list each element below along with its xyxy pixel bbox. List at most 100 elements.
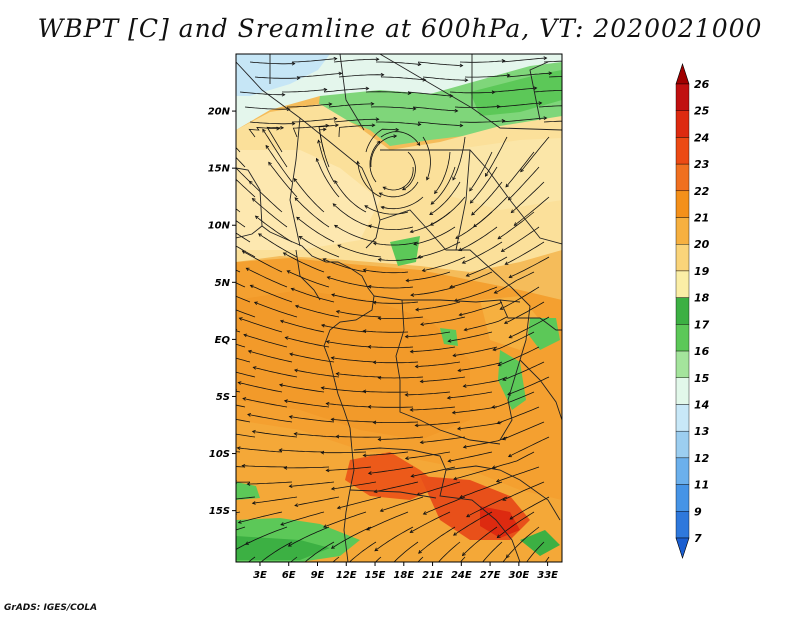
- streamline: [496, 102, 542, 108]
- streamline-arrow: [500, 248, 505, 252]
- streamline-arrow: [242, 397, 247, 401]
- streamline-arrow: [362, 268, 367, 273]
- streamline: [533, 90, 562, 93]
- streamline: [464, 74, 510, 78]
- streamline: [526, 541, 545, 562]
- streamline: [368, 346, 414, 348]
- streamline: [287, 270, 330, 288]
- streamline-arrow: [496, 104, 501, 109]
- colorbar-segment: [675, 137, 690, 165]
- streamline-arrow: [317, 139, 321, 144]
- streamline: [236, 282, 246, 288]
- streamline-arrow: [493, 290, 498, 294]
- streamline-arrow: [337, 244, 342, 248]
- streamline-arrow: [293, 177, 298, 182]
- streamline-arrow: [231, 143, 234, 146]
- streamline-arrow: [323, 524, 328, 528]
- streamline-arrow: [332, 203, 337, 207]
- streamline: [457, 421, 503, 430]
- streamline: [333, 58, 379, 63]
- streamline-arrow: [278, 448, 283, 453]
- streamline-arrow: [236, 432, 237, 433]
- streamline-arrow: [289, 352, 294, 357]
- streamline: [501, 117, 547, 123]
- streamline: [459, 481, 503, 498]
- streamline-arrow: [404, 392, 409, 397]
- colorbar-label: 15: [694, 372, 710, 385]
- streamline: [260, 541, 293, 562]
- streamline: [504, 301, 545, 324]
- streamline-arrow: [459, 63, 464, 68]
- streamline: [331, 418, 377, 423]
- streamline-arrow: [268, 161, 272, 166]
- streamline-arrow: [291, 121, 296, 126]
- streamline: [236, 390, 241, 393]
- streamline: [288, 526, 330, 547]
- colorbar-label: 21: [694, 212, 709, 225]
- lat-label: 10N: [208, 221, 231, 232]
- lat-label: 20N: [208, 107, 231, 118]
- streamline-arrow: [513, 222, 518, 226]
- streamline: [236, 357, 251, 363]
- colorbar-label: 20: [694, 238, 710, 251]
- map-frame: [235, 53, 563, 563]
- streamline-arrow: [293, 432, 298, 436]
- streamline-arrow: [328, 102, 333, 107]
- streamline-arrow: [452, 532, 457, 536]
- streamline: [500, 286, 540, 310]
- streamline-arrow: [464, 78, 469, 83]
- streamline-arrow: [279, 319, 284, 324]
- streamline: [502, 556, 508, 562]
- streamline-arrow: [497, 362, 502, 367]
- streamline: [242, 465, 287, 468]
- streamline: [363, 451, 409, 456]
- streamline: [242, 398, 288, 408]
- streamline: [331, 357, 377, 363]
- streamline: [279, 449, 325, 453]
- streamline: [459, 120, 505, 123]
- colorbar-label: 25: [694, 105, 710, 118]
- streamline-arrow: [367, 405, 372, 409]
- streamline: [289, 416, 335, 423]
- streamline-arrow: [463, 327, 468, 332]
- streamline-arrow: [409, 349, 414, 354]
- streamline-arrow: [422, 77, 427, 82]
- streamline: [379, 181, 419, 198]
- streamline-arrow: [451, 410, 456, 415]
- streamline-arrow: [367, 471, 372, 475]
- streamline: [337, 244, 382, 258]
- streamline: [492, 391, 535, 408]
- colorbar-segment: [675, 511, 690, 539]
- streamline-arrow: [374, 547, 379, 552]
- streamline-arrow: [469, 187, 473, 192]
- streamline-arrow: [330, 486, 335, 491]
- streamline: [383, 166, 414, 191]
- streamline-arrow: [469, 199, 474, 204]
- streamline-arrow: [508, 274, 513, 279]
- streamline: [338, 74, 384, 78]
- streamline: [405, 451, 451, 459]
- streamline: [331, 481, 377, 490]
- streamline: [248, 350, 293, 363]
- streamline: [373, 421, 419, 424]
- streamline: [448, 331, 493, 342]
- streamline: [294, 369, 340, 378]
- streamline-arrow: [492, 347, 497, 352]
- streamline: [292, 125, 329, 138]
- streamline: [318, 140, 335, 183]
- streamline: [236, 433, 256, 438]
- colorbar-segment: [675, 190, 690, 218]
- streamline-arrow: [453, 476, 458, 481]
- streamline: [236, 418, 251, 423]
- streamline-arrow: [459, 123, 464, 128]
- streamline-arrow: [419, 440, 424, 445]
- streamline-arrow: [330, 356, 335, 360]
- streamline: [497, 511, 535, 538]
- streamline: [321, 324, 367, 333]
- streamline-arrow: [421, 268, 426, 273]
- streamline-arrow: [362, 389, 367, 394]
- streamline: [294, 496, 340, 506]
- streamline: [417, 121, 463, 126]
- streamline-arrow: [333, 116, 338, 121]
- streamline: [422, 256, 466, 272]
